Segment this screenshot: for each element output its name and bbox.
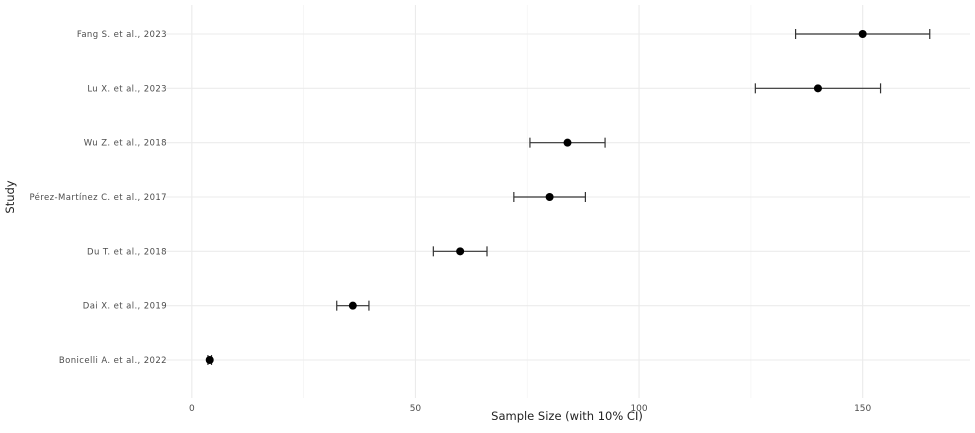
data-point	[858, 30, 867, 38]
study-row	[205, 355, 214, 365]
y-tick-label: Wu Z. et al., 2018	[84, 139, 167, 149]
x-axis-title: Sample Size (with 10% CI)	[491, 409, 643, 423]
data-point	[205, 356, 214, 364]
x-tick-label: 50	[410, 404, 422, 414]
study-row	[794, 29, 931, 39]
x-tick-label: 150	[854, 404, 871, 414]
data-point	[563, 138, 572, 147]
y-tick-label: Lu X. et al., 2023	[87, 84, 167, 94]
data-point	[456, 247, 465, 256]
plot-marks	[205, 29, 931, 365]
study-row	[513, 192, 586, 202]
y-tick-label: Dai X. et al., 2019	[83, 302, 167, 312]
y-tick-label: Du T. et al., 2018	[87, 247, 167, 257]
y-tick-label: Bonicelli A. et al., 2022	[59, 356, 167, 366]
y-tick-label: Pérez-Martínez C. et al., 2017	[29, 192, 167, 203]
grid-lines	[165, 5, 970, 398]
data-point	[545, 193, 554, 201]
data-point	[348, 301, 357, 310]
study-row	[336, 300, 370, 311]
x-tick-label: 0	[189, 404, 195, 414]
y-axis-title: Study	[3, 180, 17, 213]
study-row	[754, 83, 882, 94]
x-tick-labels: 0 50 100 150	[189, 404, 872, 414]
study-row	[529, 137, 606, 148]
y-tick-labels: Fang S. et al., 2023 Lu X. et al., 2023 Wu…	[29, 30, 167, 366]
study-row	[432, 246, 488, 257]
y-tick-label: Fang S. et al., 2023	[77, 30, 167, 40]
x-tick-label: 100	[630, 404, 647, 414]
data-point	[813, 84, 822, 93]
